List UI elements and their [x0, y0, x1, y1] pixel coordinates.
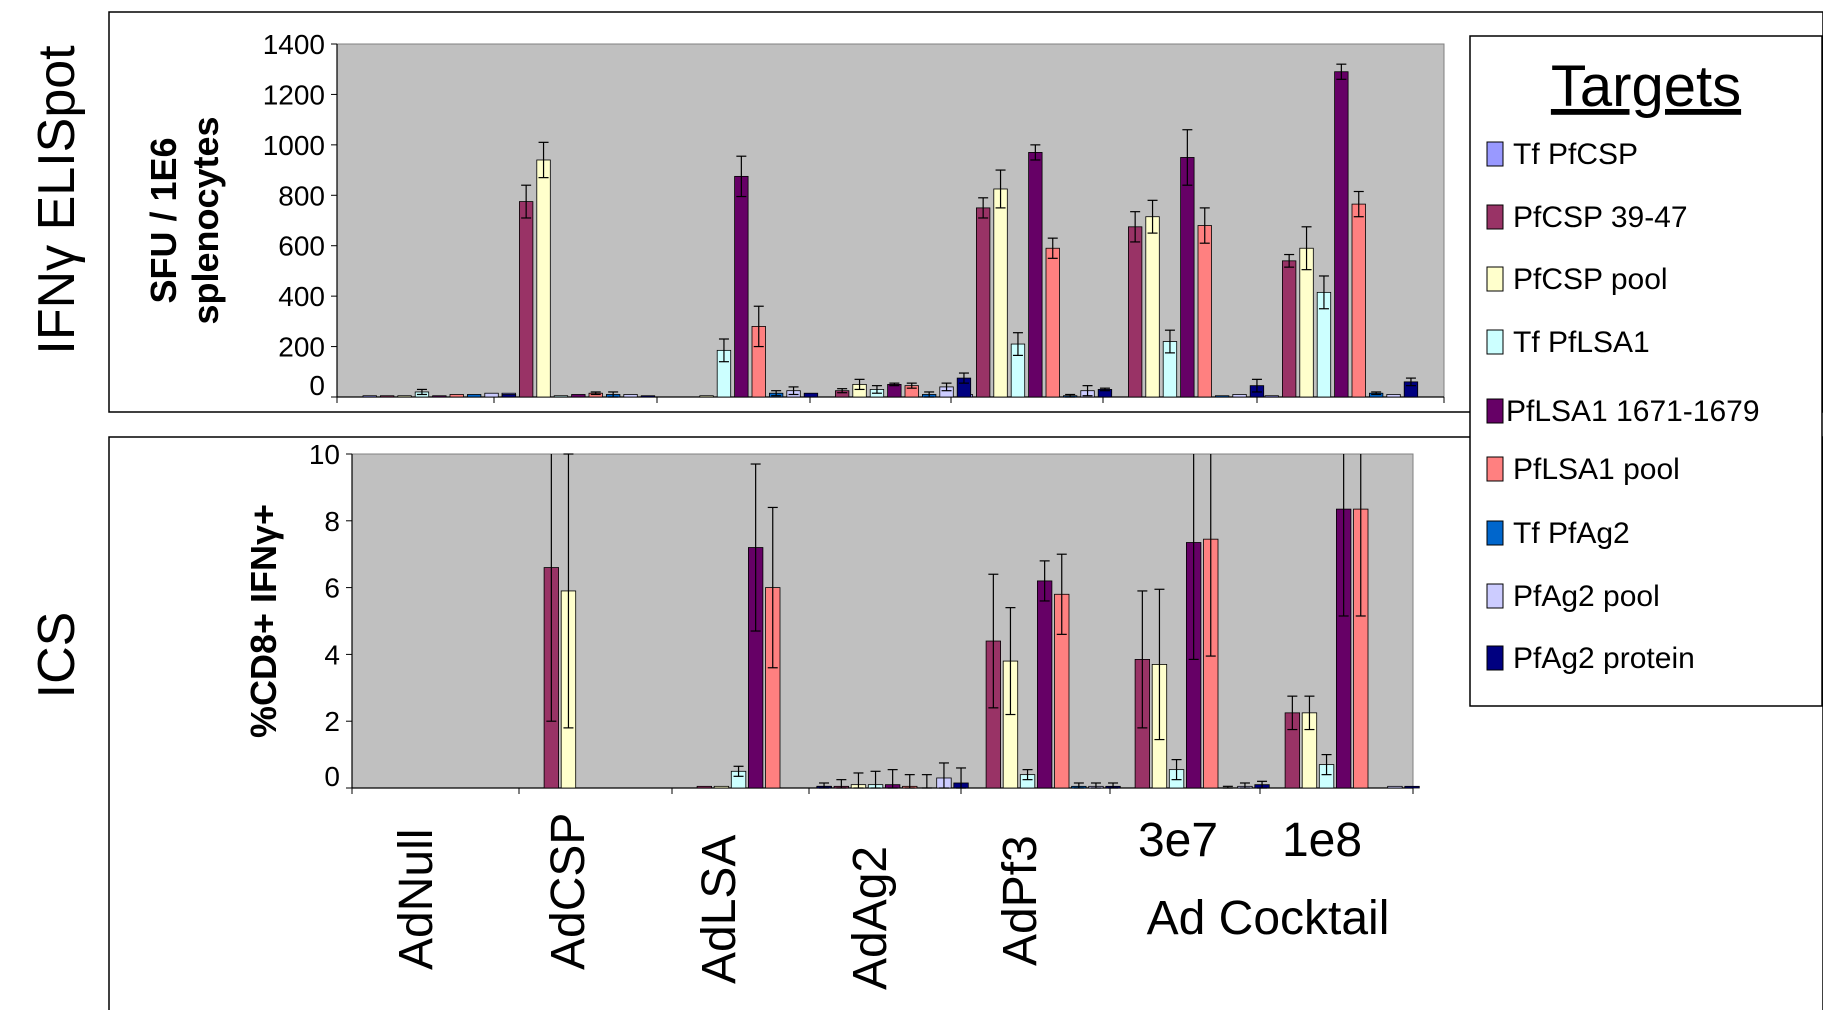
elispot-bar [553, 395, 569, 398]
elispot-bar [432, 395, 447, 398]
elispot-bar [734, 175, 749, 398]
cocktail-group-label: Ad Cocktail [1147, 892, 1390, 945]
legend-item-label: Tf PfCSP [1513, 138, 1638, 171]
elispot-bar [640, 395, 656, 398]
legend-swatch [1486, 520, 1504, 546]
elispot-y-tick-label: 400 [278, 281, 325, 312]
legend-item-label: PfAg2 protein [1513, 642, 1695, 675]
legend-items: Tf PfCSP PfCSP 39-47 PfCSP pool Tf PfLSA1 Pf… [1486, 138, 1760, 675]
legend-item-label: PfCSP 39-47 [1513, 201, 1688, 234]
ics-plot: 0 2 4 6 8 10 %CD8+ IFNγ+ [243, 439, 1420, 794]
ics-bar [1404, 785, 1420, 789]
elispot-bar [993, 188, 1008, 398]
elispot-bar [362, 395, 377, 398]
row-label-elispot: IFNγ ELISpot [28, 45, 86, 355]
elispot-bar [1351, 203, 1366, 398]
legend-item-label: PfAg2 pool [1513, 580, 1660, 613]
elispot-bar [1197, 225, 1212, 398]
elispot-bar [1145, 216, 1160, 398]
elispot-bar [887, 383, 902, 398]
ics-y-axis-title: %CD8+ IFNγ+ [243, 504, 284, 738]
elispot-y-tick-label: 0 [309, 370, 325, 401]
legend-item-label: PfLSA1 pool [1513, 453, 1680, 486]
elispot-y-tick-label: 800 [278, 180, 325, 211]
legend-item-label: PfCSP pool [1513, 263, 1668, 296]
ics-bar [713, 785, 730, 789]
elispot-bar [519, 201, 534, 398]
x-label-adpf3: AdPf3 [994, 835, 1047, 966]
legend-box [1469, 35, 1823, 707]
elispot-bar [1386, 394, 1401, 398]
elispot-bar [536, 159, 551, 398]
elispot-bar [1028, 152, 1043, 398]
ics-y-tick-label: 2 [324, 706, 340, 737]
legend-swatch [1486, 398, 1504, 424]
legend-title: Targets [1551, 54, 1741, 119]
elispot-bar [1334, 71, 1349, 398]
elispot-bar [449, 394, 464, 398]
elispot-y-tick-label: 1000 [263, 130, 325, 161]
x-category-labels: AdNull AdCSP AdLSA AdAg2 AdPf3 [390, 813, 1047, 990]
legend-swatch [1486, 645, 1504, 671]
x-label-3e7: 3e7 [1138, 814, 1218, 867]
ics-bar [1037, 580, 1053, 789]
ics-y-tick-label: 6 [324, 573, 340, 604]
elispot-y-tick-label: 200 [278, 332, 325, 363]
legend-swatch [1486, 583, 1504, 609]
ics-bar [696, 785, 712, 789]
x-label-adlsa: AdLSA [693, 835, 746, 984]
legend-item-label: PfLSA1 1671-1679 [1506, 395, 1760, 428]
elispot-bar [1215, 395, 1230, 398]
legend-item-label: Tf PfLSA1 [1513, 326, 1650, 359]
ics-plot-area [351, 453, 1414, 789]
elispot-bar [1232, 394, 1247, 398]
elispot-bar [1282, 260, 1297, 398]
elispot-bar [501, 394, 517, 398]
elispot-plot-area [336, 43, 1445, 398]
ics-y-tick-label: 8 [324, 506, 340, 537]
x-label-adag2: AdAg2 [844, 846, 897, 990]
elispot-bar [1264, 395, 1279, 398]
elispot-bar [803, 392, 819, 398]
elispot-bar [1180, 157, 1195, 398]
legend-swatch [1486, 456, 1504, 482]
elispot-bar [397, 395, 412, 398]
ics-y-tick-label: 4 [324, 639, 340, 670]
elispot-bar [699, 395, 714, 398]
elispot-plot: 0 200 400 600 800 1000 1200 1400 SFU / 1E6 spleno… [143, 29, 1445, 403]
x-label-1e8: 1e8 [1282, 814, 1362, 867]
elispot-y-axis-title: SFU / 1E6 [143, 137, 184, 303]
elispot-bar [623, 394, 638, 398]
elispot-bar [1045, 247, 1060, 398]
legend-swatch [1486, 204, 1504, 230]
elispot-bar [1128, 226, 1143, 398]
legend-item-label: Tf PfAg2 [1513, 517, 1630, 550]
x-label-adcsp: AdCSP [542, 813, 595, 970]
elispot-bar [1299, 247, 1314, 398]
legend-swatch [1486, 141, 1504, 167]
elispot-bar [484, 392, 499, 398]
elispot-y-tick-label: 1200 [263, 79, 325, 110]
elispot-y-axis-title: splenocytes [185, 116, 226, 324]
elispot-bar [571, 394, 586, 398]
elispot-y-tick-label: 1400 [263, 29, 325, 60]
elispot-y-tick-label: 600 [278, 231, 325, 262]
elispot-bar [379, 395, 395, 398]
legend-swatch [1486, 329, 1504, 355]
x-label-adnull: AdNull [390, 829, 443, 970]
elispot-bar [976, 207, 991, 398]
row-label-ics: ICS [28, 612, 86, 699]
ics-y-tick-label: 0 [324, 761, 340, 792]
ics-y-tick-label: 10 [309, 439, 340, 470]
legend-swatch [1486, 266, 1504, 292]
elispot-bar [466, 394, 482, 398]
ics-bar [1387, 785, 1403, 789]
